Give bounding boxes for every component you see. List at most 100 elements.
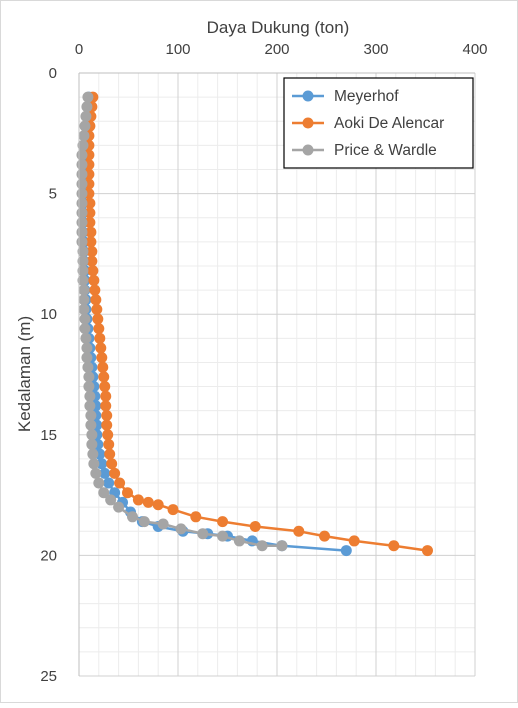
data-point-aoki-de-alencar [101, 419, 113, 431]
data-point-meyerhof [103, 477, 115, 489]
data-point-aoki-de-alencar [92, 313, 104, 325]
y-tick-label: 0 [49, 65, 57, 82]
data-point-price-wardle [233, 535, 245, 547]
data-point-price-wardle [86, 429, 98, 441]
y-tick-label: 15 [40, 427, 57, 444]
data-point-price-wardle [84, 390, 96, 402]
data-point-aoki-de-alencar [122, 487, 134, 499]
data-point-aoki-de-alencar [104, 448, 116, 460]
y-tick-label: 25 [40, 668, 57, 685]
data-point-price-wardle [83, 371, 95, 383]
data-point-price-wardle [76, 178, 88, 190]
data-point-price-wardle [83, 381, 95, 393]
data-point-price-wardle [76, 188, 88, 200]
data-point-aoki-de-alencar [91, 303, 103, 315]
data-point-price-wardle [79, 323, 91, 335]
data-point-price-wardle [82, 91, 94, 103]
data-point-aoki-de-alencar [84, 197, 96, 209]
data-point-aoki-de-alencar [86, 255, 98, 267]
data-point-price-wardle [78, 303, 90, 315]
data-point-aoki-de-alencar [249, 520, 261, 532]
data-point-aoki-de-alencar [84, 217, 96, 229]
y-tick-label: 10 [40, 306, 57, 323]
data-point-price-wardle [87, 448, 99, 460]
x-tick-label: 300 [363, 41, 388, 58]
data-point-price-wardle [105, 494, 117, 506]
data-point-aoki-de-alencar [84, 207, 96, 219]
data-point-price-wardle [77, 265, 89, 277]
data-point-price-wardle [217, 530, 229, 542]
data-point-price-wardle [80, 110, 92, 122]
data-point-aoki-de-alencar [132, 494, 144, 506]
x-tick-label: 100 [165, 41, 190, 58]
data-point-aoki-de-alencar [87, 265, 99, 277]
data-point-price-wardle [76, 217, 88, 229]
data-point-aoki-de-alencar [89, 284, 101, 296]
data-point-price-wardle [76, 207, 88, 219]
data-point-aoki-de-alencar [114, 477, 126, 489]
data-point-aoki-de-alencar [109, 467, 121, 479]
data-point-aoki-de-alencar [103, 438, 115, 450]
data-point-price-wardle [78, 284, 90, 296]
data-point-aoki-de-alencar [85, 226, 97, 238]
data-point-aoki-de-alencar [85, 236, 97, 248]
data-point-aoki-de-alencar [190, 511, 202, 523]
data-point-price-wardle [76, 197, 88, 209]
legend-label: Aoki De Alencar [334, 115, 444, 132]
data-point-price-wardle [138, 516, 150, 528]
data-point-price-wardle [88, 458, 100, 470]
data-point-price-wardle [76, 159, 88, 171]
legend-label: Price & Wardle [334, 142, 437, 159]
data-point-price-wardle [76, 168, 88, 180]
data-point-price-wardle [86, 438, 98, 450]
data-point-aoki-de-alencar [319, 530, 331, 542]
data-point-aoki-de-alencar [95, 342, 107, 354]
data-point-price-wardle [77, 274, 89, 286]
data-point-price-wardle [79, 120, 91, 132]
legend-marker [302, 90, 314, 102]
data-point-aoki-de-alencar [101, 410, 113, 422]
data-point-aoki-de-alencar [90, 294, 102, 306]
data-point-aoki-de-alencar [142, 496, 154, 508]
data-point-price-wardle [82, 361, 94, 373]
data-point-aoki-de-alencar [348, 535, 360, 547]
data-point-price-wardle [126, 511, 138, 523]
data-point-price-wardle [76, 226, 88, 238]
data-point-price-wardle [98, 487, 110, 499]
data-point-price-wardle [77, 139, 89, 151]
legend-marker [302, 117, 314, 129]
data-point-price-wardle [85, 410, 97, 422]
x-axis-title: Daya Dukung (ton) [207, 18, 350, 37]
data-point-price-wardle [113, 501, 125, 513]
chart-legend: Meyerhof Aoki De Alencar Price & Wardle [283, 77, 474, 169]
data-point-price-wardle [77, 255, 89, 267]
data-point-aoki-de-alencar [167, 504, 179, 516]
data-point-price-wardle [175, 523, 187, 535]
data-point-aoki-de-alencar [106, 458, 118, 470]
axis-layer: 0 100 200 300 400 0 5 10 15 20 25 [40, 41, 487, 685]
data-point-price-wardle [197, 528, 209, 540]
data-point-aoki-de-alencar [152, 499, 164, 511]
data-point-price-wardle [76, 149, 88, 161]
data-point-price-wardle [90, 467, 102, 479]
data-point-price-wardle [80, 332, 92, 344]
data-point-price-wardle [78, 130, 90, 142]
data-point-aoki-de-alencar [96, 352, 108, 364]
data-point-aoki-de-alencar [102, 429, 114, 441]
data-point-price-wardle [81, 352, 93, 364]
data-point-price-wardle [276, 540, 288, 552]
data-point-aoki-de-alencar [99, 381, 111, 393]
data-point-aoki-de-alencar [94, 332, 106, 344]
data-point-price-wardle [85, 419, 97, 431]
data-point-aoki-de-alencar [100, 390, 112, 402]
legend-marker [302, 144, 314, 156]
data-point-aoki-de-alencar [97, 361, 109, 373]
data-point-price-wardle [93, 477, 105, 489]
data-point-aoki-de-alencar [293, 525, 305, 537]
data-point-price-wardle [79, 313, 91, 325]
data-point-aoki-de-alencar [421, 545, 433, 557]
data-point-price-wardle [76, 236, 88, 248]
data-point-price-wardle [84, 400, 96, 412]
